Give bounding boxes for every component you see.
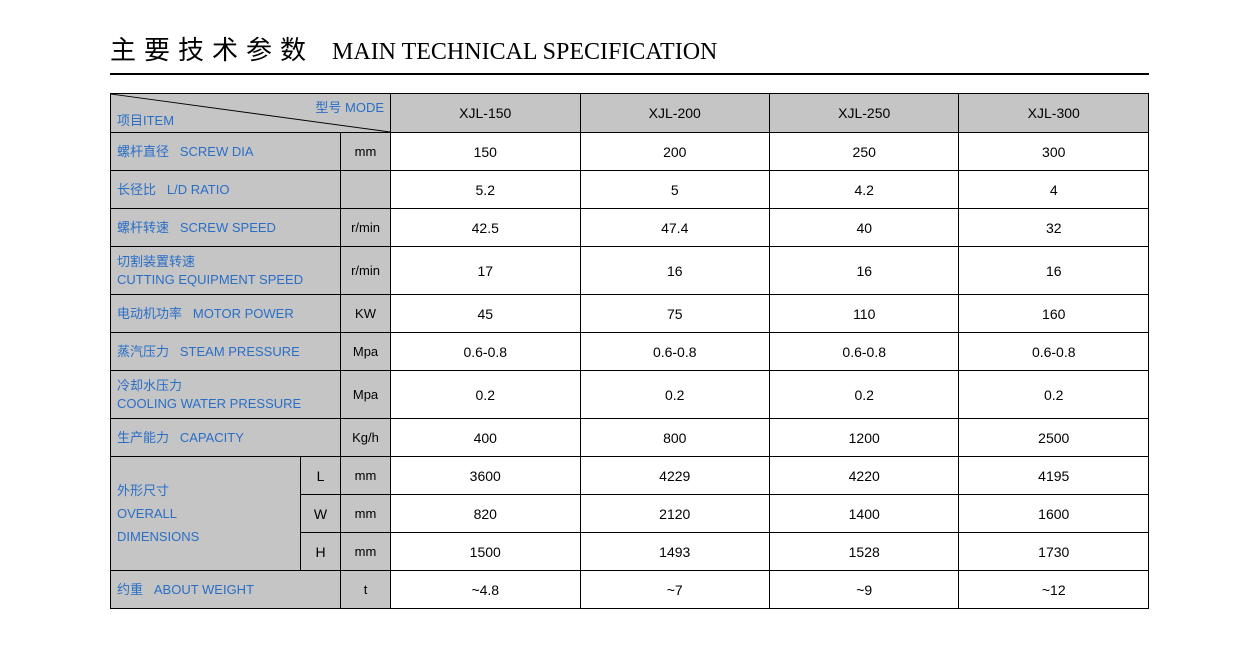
- spec-table: 型号 MODE 项目ITEM XJL-150 XJL-200 XJL-250 X…: [110, 93, 1149, 609]
- val-motor-power-3: 160: [959, 295, 1149, 333]
- unit-dim-l: mm: [341, 457, 391, 495]
- val-dim-h-3: 1730: [959, 533, 1149, 571]
- val-screw-speed-0: 42.5: [391, 209, 580, 247]
- header-diag-cell: 型号 MODE 项目ITEM: [111, 94, 391, 133]
- row-capacity: 生产能力 CAPACITY Kg/h 400 800 1200 2500: [111, 419, 1149, 457]
- val-screw-speed-2: 40: [769, 209, 958, 247]
- label-dimensions: 外形尺寸 OVERALL DIMENSIONS: [111, 457, 301, 571]
- title-en: MAIN TECHNICAL SPECIFICATION: [332, 39, 717, 66]
- unit-ld-ratio: [341, 171, 391, 209]
- label-screw-dia: 螺杆直径 SCREW DIA: [111, 133, 341, 171]
- row-screw-dia: 螺杆直径 SCREW DIA mm 150 200 250 300: [111, 133, 1149, 171]
- unit-screw-speed: r/min: [341, 209, 391, 247]
- val-ld-ratio-2: 4.2: [769, 171, 958, 209]
- unit-capacity: Kg/h: [341, 419, 391, 457]
- table-header-row: 型号 MODE 项目ITEM XJL-150 XJL-200 XJL-250 X…: [111, 94, 1149, 133]
- val-cooling-3: 0.2: [959, 371, 1149, 419]
- row-cooling: 冷却水压力 COOLING WATER PRESSURE Mpa 0.2 0.2…: [111, 371, 1149, 419]
- unit-steam: Mpa: [341, 333, 391, 371]
- val-dim-w-0: 820: [391, 495, 580, 533]
- model-col-0: XJL-150: [391, 94, 580, 133]
- val-weight-2: ~9: [769, 571, 958, 609]
- row-screw-speed: 螺杆转速 SCREW SPEED r/min 42.5 47.4 40 32: [111, 209, 1149, 247]
- val-weight-3: ~12: [959, 571, 1149, 609]
- val-steam-0: 0.6-0.8: [391, 333, 580, 371]
- val-cut-speed-2: 16: [769, 247, 958, 295]
- val-dim-l-3: 4195: [959, 457, 1149, 495]
- val-dim-l-1: 4229: [580, 457, 769, 495]
- val-motor-power-0: 45: [391, 295, 580, 333]
- val-motor-power-2: 110: [769, 295, 958, 333]
- val-dim-h-0: 1500: [391, 533, 580, 571]
- val-dim-w-3: 1600: [959, 495, 1149, 533]
- val-ld-ratio-0: 5.2: [391, 171, 580, 209]
- val-capacity-2: 1200: [769, 419, 958, 457]
- val-cut-speed-0: 17: [391, 247, 580, 295]
- header-item-label: 项目ITEM: [117, 110, 174, 129]
- dim-sub-w: W: [301, 495, 341, 533]
- unit-weight: t: [341, 571, 391, 609]
- val-screw-speed-3: 32: [959, 209, 1149, 247]
- val-cooling-1: 0.2: [580, 371, 769, 419]
- label-motor-power: 电动机功率 MOTOR POWER: [111, 295, 341, 333]
- model-col-1: XJL-200: [580, 94, 769, 133]
- unit-motor-power: KW: [341, 295, 391, 333]
- unit-cut-speed: r/min: [341, 247, 391, 295]
- model-col-2: XJL-250: [769, 94, 958, 133]
- val-cooling-2: 0.2: [769, 371, 958, 419]
- val-capacity-0: 400: [391, 419, 580, 457]
- page-title-row: 主要技术参数 MAIN TECHNICAL SPECIFICATION: [110, 30, 1149, 75]
- row-weight: 约重 ABOUT WEIGHT t ~4.8 ~7 ~9 ~12: [111, 571, 1149, 609]
- label-screw-speed: 螺杆转速 SCREW SPEED: [111, 209, 341, 247]
- val-weight-0: ~4.8: [391, 571, 580, 609]
- val-steam-3: 0.6-0.8: [959, 333, 1149, 371]
- val-capacity-1: 800: [580, 419, 769, 457]
- label-steam: 蒸汽压力 STEAM PRESSURE: [111, 333, 341, 371]
- title-cn: 主要技术参数: [110, 30, 314, 67]
- val-screw-dia-0: 150: [391, 133, 580, 171]
- row-cut-speed: 切割装置转速 CUTTING EQUIPMENT SPEED r/min 17 …: [111, 247, 1149, 295]
- val-screw-dia-3: 300: [959, 133, 1149, 171]
- unit-cooling: Mpa: [341, 371, 391, 419]
- unit-screw-dia: mm: [341, 133, 391, 171]
- label-capacity: 生产能力 CAPACITY: [111, 419, 341, 457]
- val-steam-1: 0.6-0.8: [580, 333, 769, 371]
- label-cooling: 冷却水压力 COOLING WATER PRESSURE: [111, 371, 341, 419]
- val-cooling-0: 0.2: [391, 371, 580, 419]
- val-ld-ratio-1: 5: [580, 171, 769, 209]
- val-screw-dia-2: 250: [769, 133, 958, 171]
- val-screw-speed-1: 47.4: [580, 209, 769, 247]
- val-dim-l-2: 4220: [769, 457, 958, 495]
- val-steam-2: 0.6-0.8: [769, 333, 958, 371]
- dim-sub-l: L: [301, 457, 341, 495]
- val-ld-ratio-3: 4: [959, 171, 1149, 209]
- row-ld-ratio: 长径比 L/D RATIO 5.2 5 4.2 4: [111, 171, 1149, 209]
- label-cut-speed: 切割装置转速 CUTTING EQUIPMENT SPEED: [111, 247, 341, 295]
- unit-dim-w: mm: [341, 495, 391, 533]
- val-weight-1: ~7: [580, 571, 769, 609]
- val-motor-power-1: 75: [580, 295, 769, 333]
- label-ld-ratio: 长径比 L/D RATIO: [111, 171, 341, 209]
- label-weight: 约重 ABOUT WEIGHT: [111, 571, 341, 609]
- header-mode-label: 型号 MODE: [315, 97, 384, 116]
- val-screw-dia-1: 200: [580, 133, 769, 171]
- val-capacity-3: 2500: [959, 419, 1149, 457]
- row-dim-l: 外形尺寸 OVERALL DIMENSIONS L mm 3600 4229 4…: [111, 457, 1149, 495]
- val-dim-l-0: 3600: [391, 457, 580, 495]
- val-dim-w-1: 2120: [580, 495, 769, 533]
- val-dim-h-2: 1528: [769, 533, 958, 571]
- val-cut-speed-3: 16: [959, 247, 1149, 295]
- val-cut-speed-1: 16: [580, 247, 769, 295]
- dim-sub-h: H: [301, 533, 341, 571]
- row-motor-power: 电动机功率 MOTOR POWER KW 45 75 110 160: [111, 295, 1149, 333]
- val-dim-w-2: 1400: [769, 495, 958, 533]
- row-steam: 蒸汽压力 STEAM PRESSURE Mpa 0.6-0.8 0.6-0.8 …: [111, 333, 1149, 371]
- unit-dim-h: mm: [341, 533, 391, 571]
- val-dim-h-1: 1493: [580, 533, 769, 571]
- model-col-3: XJL-300: [959, 94, 1149, 133]
